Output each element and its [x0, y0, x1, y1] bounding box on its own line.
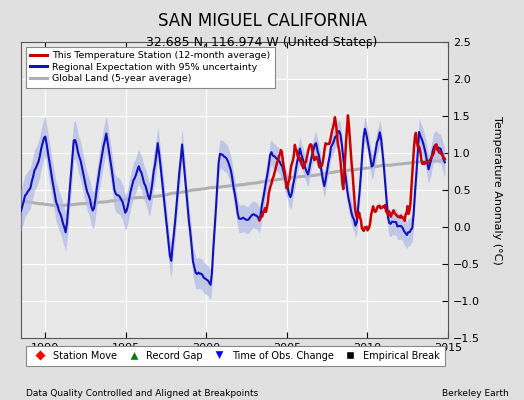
- Text: SAN MIGUEL CALIFORNIA: SAN MIGUEL CALIFORNIA: [158, 12, 366, 30]
- Legend: Station Move, Record Gap, Time of Obs. Change, Empirical Break: Station Move, Record Gap, Time of Obs. C…: [26, 346, 445, 366]
- Text: Berkeley Earth: Berkeley Earth: [442, 389, 508, 398]
- Text: Data Quality Controlled and Aligned at Breakpoints: Data Quality Controlled and Aligned at B…: [26, 389, 258, 398]
- Y-axis label: Temperature Anomaly (°C): Temperature Anomaly (°C): [492, 116, 502, 264]
- Text: 32.685 N, 116.974 W (United States): 32.685 N, 116.974 W (United States): [146, 36, 378, 49]
